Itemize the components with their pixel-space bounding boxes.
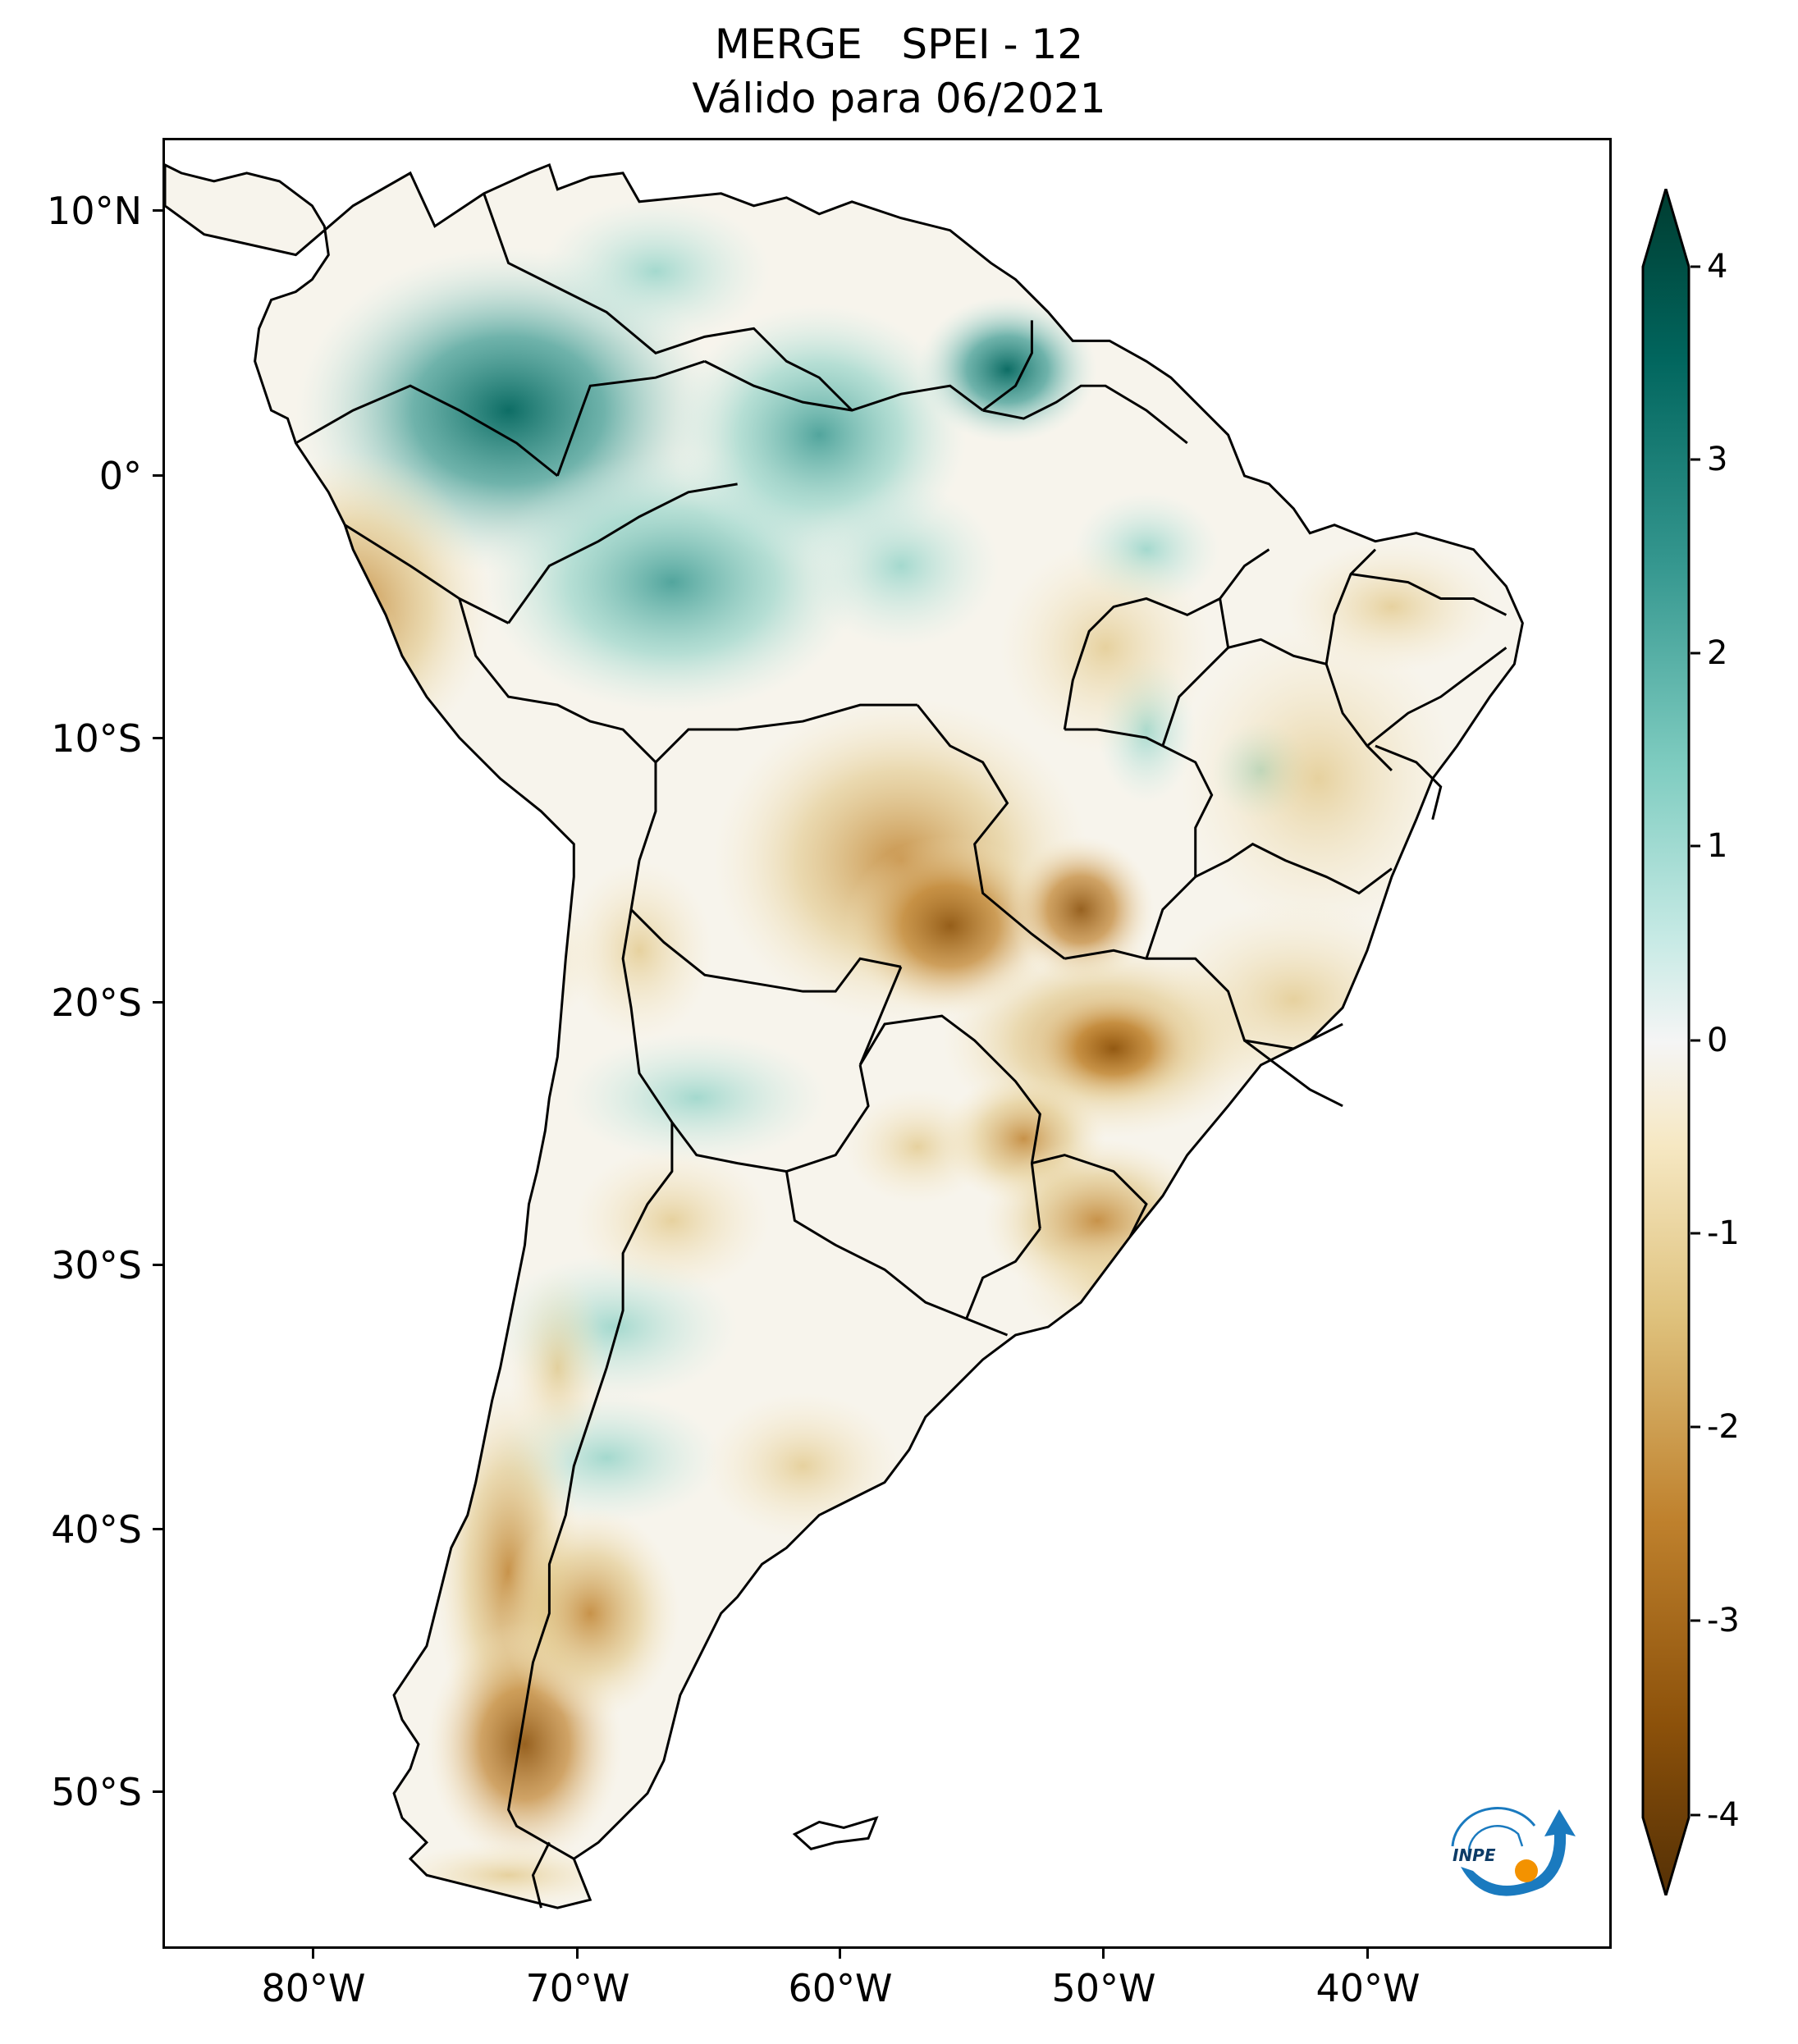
lon-label-50w: 50°W bbox=[1051, 1966, 1156, 2010]
colorbar-tick bbox=[1690, 1813, 1700, 1817]
colorbar-label-0: 0 bbox=[1707, 1022, 1728, 1059]
colorbar-label-2: 2 bbox=[1707, 634, 1728, 672]
map-subtitle: Válido para 06/2021 bbox=[692, 75, 1106, 122]
lat-tick bbox=[153, 1528, 162, 1530]
colorbar-tick bbox=[1690, 1619, 1700, 1622]
lat-label-30s: 30°S bbox=[51, 1243, 142, 1287]
inpe-logo-icon: INPE bbox=[1451, 1807, 1576, 1896]
lon-tick bbox=[576, 1949, 579, 1959]
lat-tick bbox=[153, 737, 162, 739]
colorbar-label-1: 1 bbox=[1707, 827, 1728, 865]
spei-map bbox=[165, 163, 1524, 1909]
lat-tick bbox=[153, 1790, 162, 1793]
lon-tick bbox=[1102, 1949, 1105, 1959]
lat-tick bbox=[153, 1264, 162, 1266]
lon-label-40w: 40°W bbox=[1315, 1966, 1421, 2010]
lon-label-60w: 60°W bbox=[788, 1966, 893, 2010]
country-borders bbox=[295, 193, 1507, 1909]
colorbar-tick bbox=[1690, 844, 1700, 848]
colorbar-tick bbox=[1690, 265, 1700, 268]
lon-tick bbox=[312, 1949, 314, 1959]
colorbar-label-3: 3 bbox=[1707, 441, 1728, 478]
lat-label-10s: 10°S bbox=[51, 716, 142, 761]
colorbar-label-4: 4 bbox=[1707, 248, 1728, 286]
inpe-logo-text: INPE bbox=[1453, 1845, 1496, 1865]
lat-label-0: 0° bbox=[98, 454, 142, 498]
lat-label-40s: 40°S bbox=[51, 1507, 142, 1552]
colorbar-tick bbox=[1690, 458, 1700, 461]
colorbar-label-minus3: -3 bbox=[1707, 1602, 1740, 1639]
map-frame bbox=[162, 138, 1612, 1949]
lat-tick bbox=[153, 1001, 162, 1004]
lat-label-20s: 20°S bbox=[51, 981, 142, 1025]
lon-label-80w: 80°W bbox=[261, 1966, 366, 2010]
lat-label-10n: 10°N bbox=[47, 189, 142, 233]
colorbar bbox=[1641, 189, 1690, 1895]
lat-tick bbox=[153, 474, 162, 477]
map-title: MERGE SPEI - 12 bbox=[714, 21, 1084, 68]
colorbar-label-minus1: -1 bbox=[1707, 1214, 1740, 1252]
colorbar-label-minus2: -2 bbox=[1707, 1408, 1740, 1446]
colorbar-tick bbox=[1690, 1232, 1700, 1235]
colorbar-label-minus4: -4 bbox=[1707, 1796, 1740, 1834]
colorbar-tick bbox=[1690, 652, 1700, 655]
lat-tick bbox=[153, 209, 162, 212]
lon-tick bbox=[839, 1949, 841, 1959]
colorbar-tick bbox=[1690, 1039, 1700, 1042]
lon-label-70w: 70°W bbox=[525, 1966, 630, 2010]
colorbar-tick bbox=[1690, 1425, 1700, 1429]
lat-label-50s: 50°S bbox=[51, 1770, 142, 1814]
lon-tick bbox=[1366, 1949, 1369, 1959]
